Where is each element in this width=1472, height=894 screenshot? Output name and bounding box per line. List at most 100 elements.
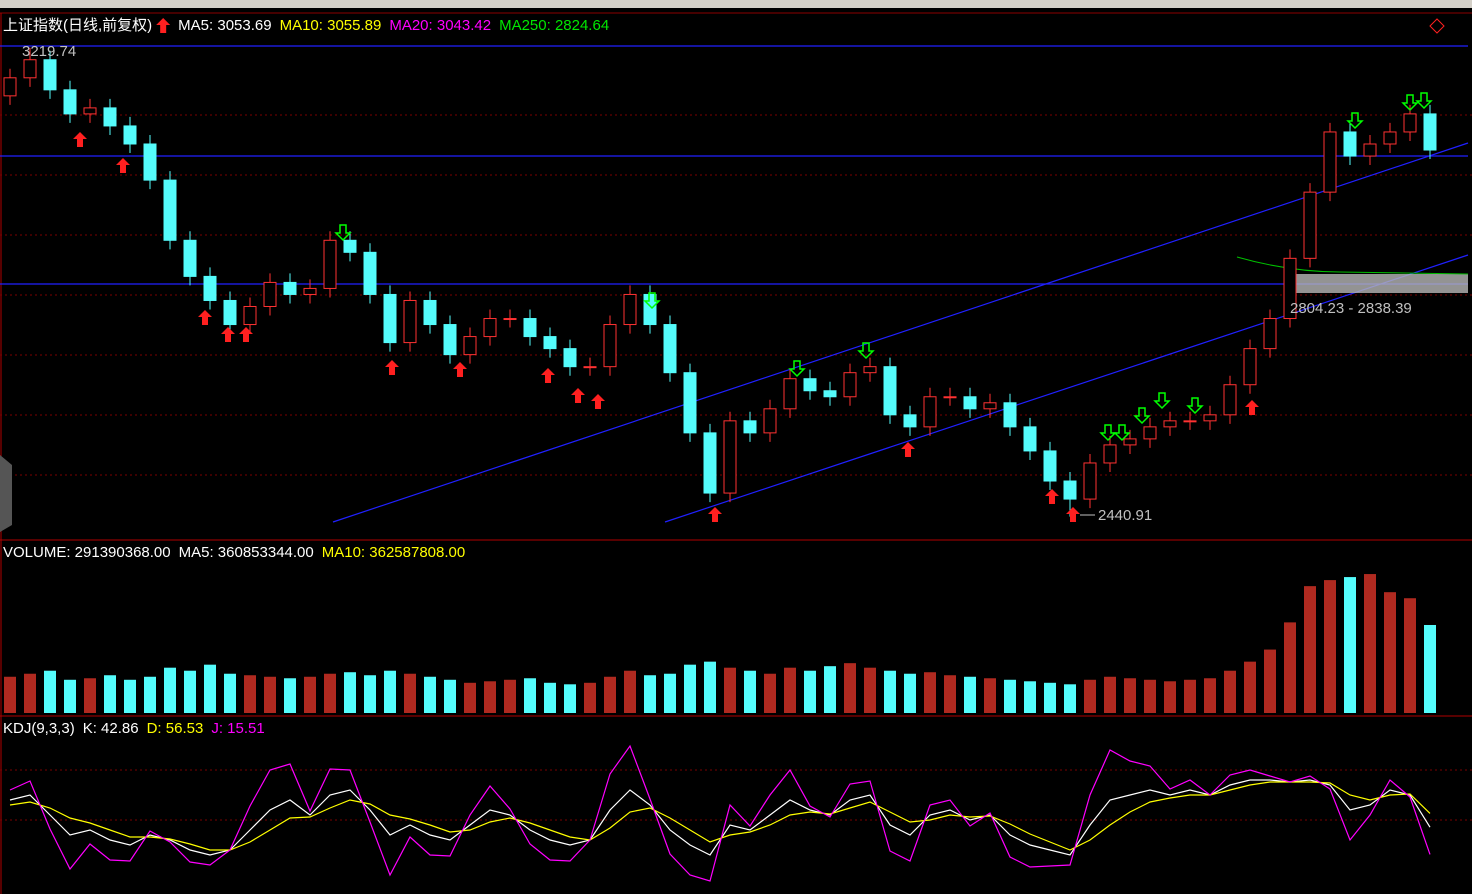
volume-bar [1284, 622, 1296, 713]
volume-bar [724, 667, 736, 713]
volume-bar [664, 673, 676, 713]
candle-body [1023, 426, 1037, 452]
volume-bar [224, 673, 236, 713]
candle-body [1003, 402, 1017, 428]
volume-bar [1264, 649, 1276, 713]
candle-body [343, 239, 357, 253]
volume-bar [584, 682, 596, 713]
candle-body [83, 107, 97, 115]
candle-body [583, 366, 597, 369]
header-item: MA5: 360853344.00 [179, 544, 314, 561]
volume-bar [404, 673, 416, 713]
volume-bar [44, 670, 56, 713]
header-item: VOLUME: 291390368.00 [3, 544, 171, 561]
candle-body [1043, 450, 1057, 482]
candle-body [503, 318, 517, 321]
header-item: MA20: 3043.42 [389, 17, 491, 34]
candle-body [723, 420, 737, 494]
volume-bar [1144, 679, 1156, 713]
volume-bar [264, 676, 276, 713]
volume-bar [884, 670, 896, 713]
volume-bar [424, 676, 436, 713]
volume-bar [1004, 679, 1016, 713]
volume-bar [944, 675, 956, 713]
candle-body [1343, 131, 1357, 157]
volume-bar [1224, 670, 1236, 713]
volume-bar [104, 675, 116, 713]
volume-bar [1384, 592, 1396, 713]
volume-bar [144, 676, 156, 713]
kdj-lines [9, 744, 1431, 882]
volume-bar [984, 678, 996, 713]
volume-bar [1324, 580, 1336, 713]
candle-body [1203, 414, 1217, 422]
header-item: 上证指数(日线,前复权) [3, 16, 152, 34]
volume-bar [64, 679, 76, 713]
candle-body [963, 396, 977, 410]
volume-bar [964, 676, 976, 713]
volume-bar [904, 673, 916, 713]
candle-body [123, 125, 137, 145]
candle-body [823, 390, 837, 398]
volume-bar [1404, 598, 1416, 713]
candle-body [683, 372, 697, 434]
volume-bar [1184, 679, 1196, 713]
candle-body [143, 143, 157, 181]
candle-body [23, 59, 37, 79]
candle-body [223, 299, 237, 326]
candle-body [923, 396, 937, 428]
side-tab[interactable] [0, 455, 12, 532]
candle-body [243, 305, 257, 326]
candle-body [943, 396, 957, 399]
header-item: K: 42.86 [83, 720, 139, 737]
volume-bar [864, 667, 876, 713]
volume-bar [244, 675, 256, 713]
high-label: 3219.74 [22, 43, 76, 60]
candle-body [63, 89, 77, 115]
candle-body [763, 408, 777, 434]
price-header: 上证指数(日线,前复权) MA5: 3053.69 MA10: 3055.89 MA2… [3, 16, 609, 34]
price-zone [1286, 274, 1468, 293]
volume-bar [1244, 661, 1256, 713]
zone-label: 2804.23 - 2838.39 [1290, 300, 1412, 317]
volume-bar [24, 673, 36, 713]
header-item: D: 56.53 [147, 720, 204, 737]
volume-bar [364, 675, 376, 713]
candle-body [1323, 131, 1337, 193]
volume-bar [1044, 682, 1056, 713]
volume-bar [1424, 624, 1436, 713]
volume-bar [324, 673, 336, 713]
volume-bar [764, 673, 776, 713]
volume-bar [824, 666, 836, 713]
volume-bar [504, 679, 516, 713]
volume-bar [544, 682, 556, 713]
candle-body [423, 299, 437, 326]
volume-bar [304, 676, 316, 713]
header-item: MA10: 3055.89 [280, 17, 382, 34]
candle-body [703, 432, 717, 494]
volume-bar [704, 661, 716, 713]
candle-body [1083, 462, 1097, 500]
candle-body [1103, 444, 1117, 464]
candle-body [43, 59, 57, 91]
volume-bar [644, 675, 656, 713]
volume-bars [4, 574, 1436, 713]
candle-body [603, 324, 617, 368]
candle-body [1303, 191, 1317, 259]
candle-body [1263, 318, 1277, 350]
menu-strip[interactable] [0, 0, 1472, 8]
volume-bar [1104, 676, 1116, 713]
toggle-icon[interactable] [1429, 18, 1445, 34]
candles [3, 47, 1437, 517]
volume-bar [744, 670, 756, 713]
header-item: MA5: 3053.69 [178, 17, 271, 34]
candle-body [303, 287, 317, 295]
candle-body [183, 239, 197, 277]
candle-body [1383, 131, 1397, 145]
candle-body [1143, 426, 1157, 440]
candle-body [563, 348, 577, 368]
volume-bar [524, 678, 536, 713]
candle-body [103, 107, 117, 127]
